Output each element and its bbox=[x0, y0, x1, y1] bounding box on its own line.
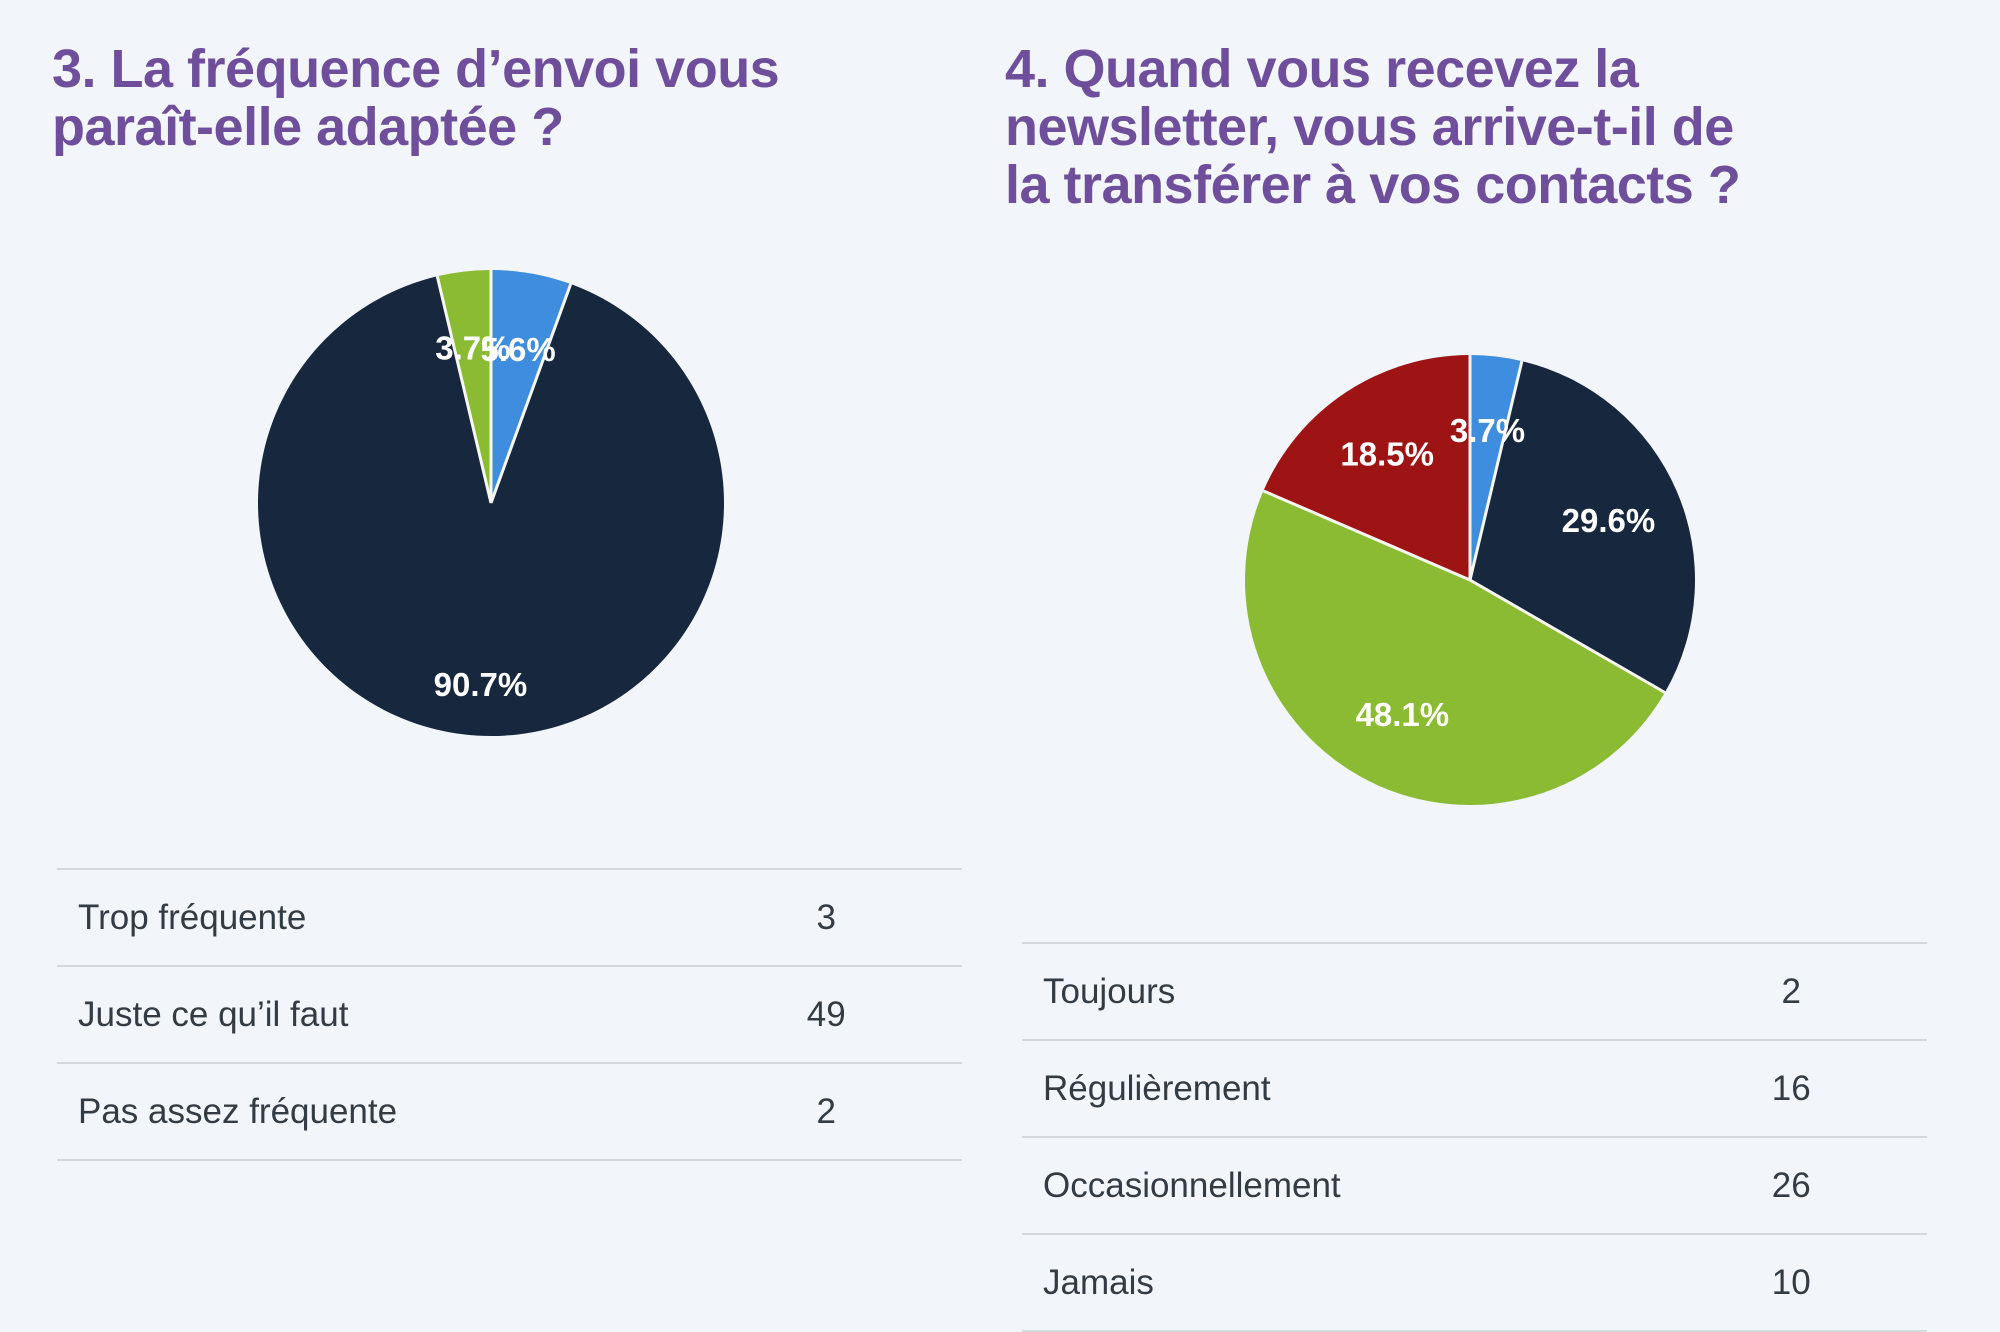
table-row: Jamais 10 bbox=[1022, 1233, 1927, 1332]
pie-percent-label: 48.1% bbox=[1356, 696, 1450, 733]
pie-percent-label: 18.5% bbox=[1340, 436, 1434, 473]
answer-count: 49 bbox=[806, 994, 846, 1034]
table-row: Toujours 2 bbox=[1022, 942, 1927, 1039]
answer-count: 2 bbox=[1781, 971, 1801, 1011]
table-row: Occasionnellement 26 bbox=[1022, 1136, 1927, 1233]
pie-slice-occasionnellement bbox=[1245, 490, 1665, 805]
table-row: Pas assez fréquente 2 bbox=[57, 1062, 962, 1161]
pie-slice-separator bbox=[1468, 360, 1524, 581]
question-3-results-table: Trop fréquente 3 Juste ce qu’il faut 49 Pas … bbox=[57, 868, 962, 1161]
pie-percent-label: 3.7% bbox=[1450, 412, 1525, 449]
pie-percent-label: 3.7% bbox=[435, 329, 510, 366]
title-line: paraît-elle adaptée ? bbox=[52, 97, 564, 157]
pie-chart-question-4: 3.7% 29.6% 48.1% 18.5% bbox=[1245, 355, 1695, 805]
answer-count: 2 bbox=[816, 1091, 836, 1131]
table-row: Trop fréquente 3 bbox=[57, 868, 962, 965]
question-4-title: 4. Quand vous recevez la newsletter, vou… bbox=[1005, 40, 1985, 214]
title-line: la transférer à vos contacts ? bbox=[1005, 155, 1741, 215]
answer-label: Jamais bbox=[1043, 1262, 1154, 1302]
answer-label: Pas assez fréquente bbox=[78, 1091, 398, 1131]
pie-chart-question-3: 5.6% 90.7% 3.7% bbox=[258, 270, 725, 736]
pie-percent-label: 90.7% bbox=[434, 666, 528, 703]
table-row: Régulièrement 16 bbox=[1022, 1039, 1927, 1136]
question-4-results-table: Toujours 2 Régulièrement 16 Occasionnellemen… bbox=[1022, 942, 1927, 1332]
title-line: 4. Quand vous recevez la bbox=[1005, 39, 1639, 99]
pie-percent-label: 5.6% bbox=[480, 331, 555, 368]
answer-count: 3 bbox=[816, 897, 836, 937]
pie-slice-separator bbox=[489, 283, 573, 504]
answer-count: 26 bbox=[1771, 1165, 1811, 1205]
question-3-title: 3. La fréquence d’envoi vous paraît-elle… bbox=[52, 40, 972, 156]
answer-count: 10 bbox=[1771, 1262, 1811, 1302]
title-line: newsletter, vous arrive-t-il de bbox=[1005, 97, 1734, 157]
pie-slice-juste-ce-qu-il-faut bbox=[258, 276, 725, 736]
pie-slice-separator bbox=[1262, 489, 1471, 582]
answer-count: 16 bbox=[1771, 1068, 1811, 1108]
table-row: Juste ce qu’il faut 49 bbox=[57, 965, 962, 1062]
answer-label: Toujours bbox=[1043, 971, 1176, 1011]
answer-label: Occasionnellement bbox=[1043, 1165, 1341, 1205]
answer-label: Régulièrement bbox=[1043, 1068, 1271, 1108]
pie-slice-separator bbox=[435, 275, 493, 504]
pie-slice-jamais bbox=[1263, 355, 1470, 580]
title-line: 3. La fréquence d’envoi vous bbox=[52, 39, 780, 99]
answer-label: Trop fréquente bbox=[78, 897, 307, 937]
pie-slice-separator bbox=[1469, 578, 1666, 694]
pie-percent-label: 29.6% bbox=[1562, 502, 1656, 539]
pie-slice-r-guli-rement bbox=[1470, 361, 1695, 693]
answer-label: Juste ce qu’il faut bbox=[78, 994, 349, 1034]
